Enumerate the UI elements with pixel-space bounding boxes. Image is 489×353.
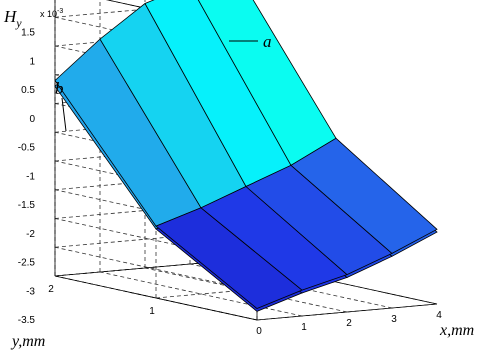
- y-tick-label: 1: [149, 306, 155, 317]
- z-tick-label: -1: [26, 171, 35, 182]
- annotation-b: b: [55, 79, 64, 98]
- z-axis-label: Hy: [3, 7, 22, 30]
- annotation-b-leader: [61, 97, 67, 132]
- z-tick-label: 0.5: [21, 85, 35, 96]
- box-edge: [54, 275, 258, 321]
- y-tick-label: 2: [48, 284, 54, 295]
- z-tick-label: -1.5: [18, 200, 36, 211]
- z-scale-label: x 10-3: [40, 8, 63, 19]
- y-axis-label: y,mm: [10, 333, 45, 350]
- surface-plot: [54, 0, 438, 312]
- z-tick-label: -2.5: [18, 258, 36, 269]
- z-tick-label: 1: [29, 56, 35, 67]
- z-tick-label: -0.5: [18, 143, 36, 154]
- tick-labels: 1.5 1 0.5 0 -0.5 -1 -1.5 -2 -2.5 -3 -3.5 0 1 2 3 4 2 1: [18, 28, 442, 338]
- x-tick-label: 0: [256, 326, 262, 337]
- annotation-a: a: [263, 32, 272, 51]
- z-tick-label: -2: [26, 229, 35, 240]
- x-tick-label: 1: [301, 322, 307, 333]
- z-tick-label: -3.5: [18, 315, 36, 326]
- z-tick-label: -3: [26, 286, 35, 297]
- x-tick-label: 3: [391, 314, 397, 325]
- z-tick-label: 0: [29, 114, 35, 125]
- z-tick-label: 1.5: [21, 28, 35, 39]
- surface-a-patch: [290, 137, 438, 254]
- x-tick-label: 2: [346, 318, 352, 329]
- x-tick-label: 4: [436, 310, 442, 321]
- box-edge: [256, 303, 438, 321]
- x-axis-label: x,mm: [439, 322, 474, 339]
